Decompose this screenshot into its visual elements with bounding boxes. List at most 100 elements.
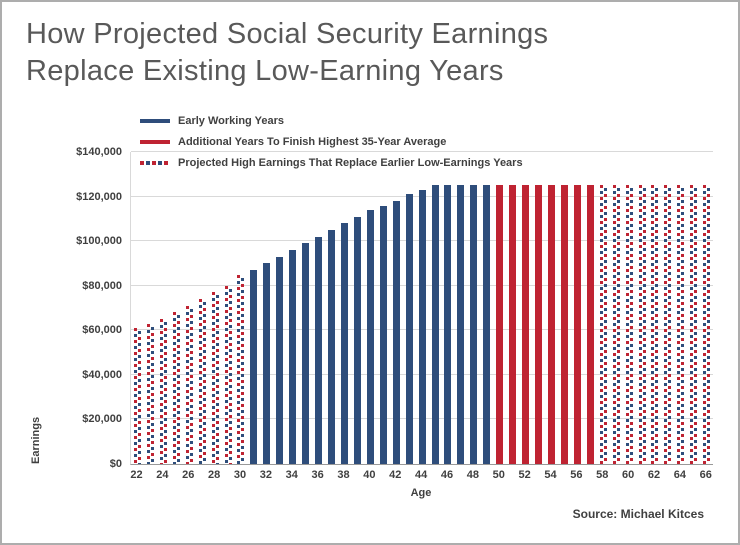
x-tick-label: 30 (233, 469, 247, 481)
legend: Early Working Years Additional Years To F… (140, 114, 523, 170)
bar-age-60 (625, 185, 633, 464)
x-tick-label (453, 469, 466, 481)
bar-slot (623, 152, 636, 464)
bar-slot (286, 152, 299, 464)
x-tick-label: 36 (311, 469, 324, 481)
title-line-2: Replace Existing Low-Earning Years (26, 55, 504, 88)
bar-slot (429, 152, 442, 464)
bar-slot (700, 152, 713, 464)
bar-slot (558, 152, 571, 464)
x-tick-label (660, 469, 673, 481)
bar-slot (170, 152, 183, 464)
bar-age-66 (703, 185, 711, 464)
x-tick-label: 28 (207, 469, 221, 481)
bar-age-54 (547, 185, 555, 464)
x-tick-label: 54 (544, 469, 557, 481)
legend-item: Additional Years To Finish Highest 35-Ye… (140, 135, 523, 149)
bar-slot (273, 152, 286, 464)
x-tick-label (246, 469, 259, 481)
bar-age-43 (405, 194, 413, 464)
x-tick-label (609, 469, 622, 481)
bar-age-40 (366, 209, 374, 464)
bar-slot (364, 152, 377, 464)
bar-slot (661, 152, 674, 464)
bar-slot (312, 152, 325, 464)
x-tick-label: 60 (621, 469, 635, 481)
bar-slot (260, 152, 273, 464)
y-tick-label: $140,000 (76, 146, 122, 158)
bar-slot (687, 152, 700, 464)
x-tick-label: 48 (466, 469, 479, 481)
bar-slot (571, 152, 584, 464)
bar-slot (209, 152, 222, 464)
y-tick-label: $20,000 (82, 413, 122, 426)
bar-age-59 (612, 185, 620, 464)
bar-slot (610, 152, 623, 464)
bar-age-34 (289, 250, 297, 464)
bar-slot (416, 152, 429, 464)
bar-slot (157, 152, 170, 464)
bar-slot (377, 152, 390, 464)
legend-label: Additional Years To Finish Highest 35-Ye… (178, 136, 447, 148)
x-tick-label (272, 469, 285, 481)
bar-slot (545, 152, 558, 464)
bar-age-64 (677, 185, 685, 464)
bar-age-39 (353, 216, 361, 464)
x-tick-label (686, 469, 699, 481)
bar-age-33 (276, 256, 284, 464)
bar-age-52 (522, 185, 530, 464)
x-tick-label (324, 469, 337, 481)
bar-age-51 (509, 185, 517, 464)
bar-age-28 (211, 292, 219, 464)
bar-age-50 (496, 185, 504, 464)
source-credit: Source: Michael Kitces (572, 507, 704, 521)
x-tick-label (531, 469, 544, 481)
bar-slot (442, 152, 455, 464)
legend-label: Projected High Earnings That Replace Ear… (178, 157, 523, 169)
y-tick-label: $80,000 (82, 279, 122, 292)
bar-age-24 (159, 319, 167, 464)
x-tick-label: 38 (337, 469, 350, 481)
x-axis-labels: 22 24 26 28 30 32 34 36 38 40 42 44 46 48 50 52 54 56 58 60… (130, 469, 712, 481)
bar-slot (183, 152, 196, 464)
x-tick-label: 42 (389, 469, 402, 481)
x-tick-label: 26 (182, 469, 195, 481)
bar-slot (338, 152, 351, 464)
bar-age-42 (392, 201, 400, 464)
x-tick-label: 50 (492, 469, 505, 481)
x-tick-label (583, 469, 596, 481)
x-tick-label (505, 469, 518, 481)
x-tick-label: 64 (673, 469, 686, 481)
bar-age-47 (457, 185, 465, 464)
bar-age-44 (418, 189, 426, 464)
x-tick-label (298, 469, 311, 481)
bar-age-23 (146, 323, 154, 464)
x-tick-label (169, 469, 182, 481)
x-tick-label (479, 469, 492, 481)
bar-slot (532, 152, 545, 464)
x-tick-label (221, 469, 234, 481)
bar-age-57 (586, 185, 594, 464)
bar-slot (519, 152, 532, 464)
bar-slot (674, 152, 687, 464)
bar-slot (247, 152, 260, 464)
bar-age-41 (379, 205, 387, 464)
bar-age-48 (470, 185, 478, 464)
bar-slot (480, 152, 493, 464)
bar-slot (131, 152, 144, 464)
bar-age-36 (315, 236, 323, 464)
bar-slot (222, 152, 235, 464)
legend-swatch-dashed (140, 161, 170, 165)
x-tick-label: 22 (130, 469, 143, 481)
bar-age-38 (340, 223, 348, 464)
y-tick-label: $0 (109, 458, 122, 470)
bar-slot (299, 152, 312, 464)
y-tick-label: $60,000 (82, 324, 122, 337)
bar-age-56 (573, 185, 581, 464)
bar-slot (351, 152, 364, 464)
bar-slot (467, 152, 480, 464)
x-tick-label: 56 (570, 469, 583, 481)
y-tick-label: $100,000 (76, 235, 122, 248)
bar-age-37 (328, 230, 336, 464)
